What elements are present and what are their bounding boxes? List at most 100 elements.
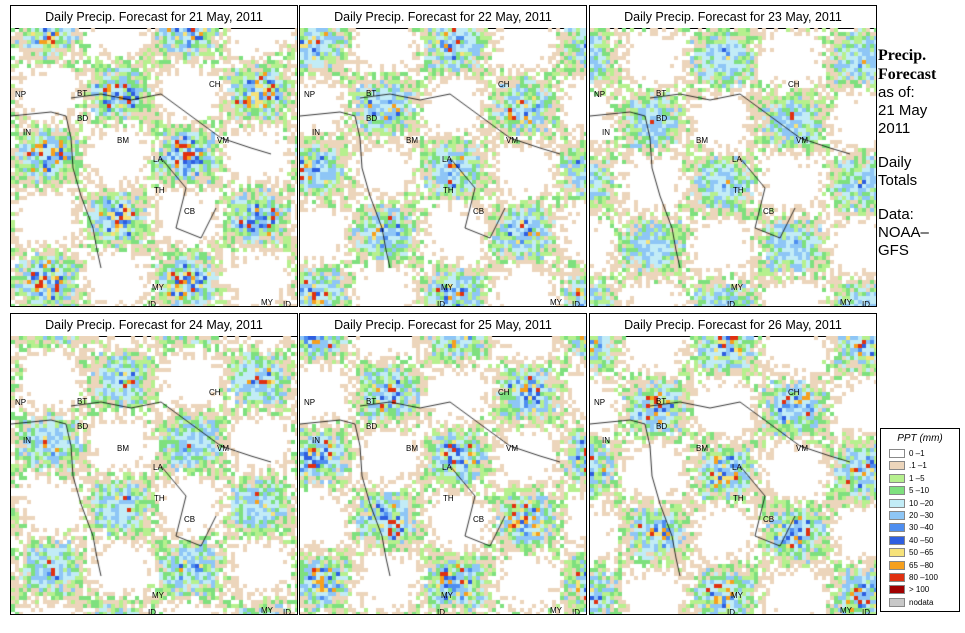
legend-label: 20 –30 [909, 511, 934, 520]
legend-item: 1 –5 [889, 473, 925, 484]
country-label: MY [441, 283, 453, 292]
country-label: VM [506, 136, 518, 145]
sidebar-data-2: NOAA– [878, 224, 929, 241]
country-label: TH [443, 186, 454, 195]
legend-label: nodata [909, 597, 934, 607]
panel-title: Daily Precip. Forecast for 26 May, 2011 [590, 314, 876, 337]
legend-item: 20 –30 [889, 511, 933, 521]
country-label: MY [441, 591, 453, 600]
country-label: CB [473, 207, 485, 216]
country-label: MY [152, 283, 164, 292]
country-label: BM [406, 444, 418, 453]
legend-swatch [889, 473, 905, 483]
country-label: TH [733, 494, 744, 503]
forecast-panel-4: Daily Precip. Forecast for 24 May, 2011 … [10, 313, 298, 615]
legend-label: 40 –50 [909, 535, 934, 545]
country-label: IN [23, 436, 31, 445]
panel-title: Daily Precip. Forecast for 24 May, 2011 [11, 314, 297, 337]
legend-label: 5 –10 [909, 486, 930, 496]
precip-map [300, 28, 586, 306]
country-label: LA [153, 463, 163, 472]
legend-item: 30 –40 [889, 523, 933, 533]
legend-label: 0 –1 [909, 449, 925, 458]
legend-item: 5 –10 [889, 486, 929, 496]
country-label: BD [366, 422, 378, 431]
country-label: VM [506, 444, 518, 453]
country-label: LA [442, 155, 452, 164]
country-label: IN [23, 128, 31, 137]
legend-item: 65 –80 [889, 560, 933, 571]
country-label: BT [656, 89, 667, 98]
country-label: CB [763, 515, 775, 524]
country-label: BM [696, 136, 708, 145]
country-label: NP [594, 90, 606, 99]
legend-swatch [889, 511, 905, 520]
country-label: CH [498, 80, 510, 89]
forecast-panel-6: Daily Precip. Forecast for 26 May, 2011 … [589, 313, 877, 615]
country-label: NP [15, 90, 27, 99]
sidebar-heading-2: Forecast [878, 66, 937, 83]
sidebar-date-1: 21 May [878, 102, 928, 119]
country-label: BD [656, 422, 668, 431]
country-label: MY [550, 298, 562, 307]
sidebar-data-1: Data: [878, 206, 914, 223]
country-label: CH [788, 80, 800, 89]
sidebar-data-3: GFS [878, 242, 909, 259]
country-label: LA [732, 463, 742, 472]
country-label: BD [77, 422, 89, 431]
legend-item: 80 –100 [889, 573, 938, 583]
country-label: NP [304, 398, 316, 407]
country-label: MY [731, 591, 743, 600]
sidebar-date-2: 2011 [878, 120, 911, 137]
country-label: TH [154, 494, 165, 503]
country-label: ID [862, 608, 870, 615]
country-label: TH [443, 494, 454, 503]
legend-title: PPT (mm) [897, 433, 943, 444]
country-label: ID [572, 608, 580, 615]
country-label: MY [840, 298, 852, 307]
legend-item: 50 –65 [889, 548, 933, 558]
country-label: MY [550, 606, 562, 615]
country-label: CH [209, 388, 221, 397]
legend-label: .1 –1 [909, 461, 927, 471]
country-label: BM [406, 136, 418, 145]
legend-swatch [889, 548, 905, 558]
legend-label: 30 –40 [909, 523, 934, 533]
legend-item: 40 –50 [889, 535, 934, 546]
country-label: VM [217, 136, 229, 145]
legend-item: .1 –1 [889, 461, 927, 471]
country-label: VM [217, 444, 229, 453]
country-label: BD [656, 114, 668, 123]
legend-swatch [889, 535, 905, 545]
legend-label: > 100 [909, 585, 930, 595]
sidebar-asof: as of: [878, 84, 915, 101]
country-label: BM [117, 136, 129, 145]
precip-map [11, 336, 297, 614]
precip-map [11, 28, 297, 306]
forecast-panel-1: Daily Precip. Forecast for 21 May, 2011 … [10, 5, 298, 307]
legend-label: 80 –100 [909, 573, 938, 582]
precip-map [590, 28, 876, 306]
precip-map [590, 336, 876, 614]
country-label: BT [366, 397, 377, 406]
legend-item: > 100 [889, 585, 929, 595]
country-label: MY [261, 298, 273, 307]
country-label: VM [796, 444, 808, 453]
country-label: ID [283, 608, 291, 615]
panel-title: Daily Precip. Forecast for 21 May, 2011 [11, 6, 297, 29]
country-label: IN [602, 128, 610, 137]
country-label: IN [312, 436, 320, 445]
country-label: MY [152, 591, 164, 600]
country-label: IN [312, 128, 320, 137]
country-label: ID [437, 608, 445, 615]
legend-swatch [889, 560, 905, 570]
legend-swatch [889, 585, 905, 595]
legend-item: nodata [889, 597, 934, 608]
country-label: ID [727, 300, 735, 307]
country-label: BT [656, 397, 667, 406]
country-label: NP [594, 398, 606, 407]
sidebar-info: Precip. Forecast as of: 21 May 2011 Dail… [878, 46, 964, 260]
country-label: BD [366, 114, 378, 123]
country-label: CB [473, 515, 485, 524]
legend-label: 10 –20 [909, 498, 934, 508]
